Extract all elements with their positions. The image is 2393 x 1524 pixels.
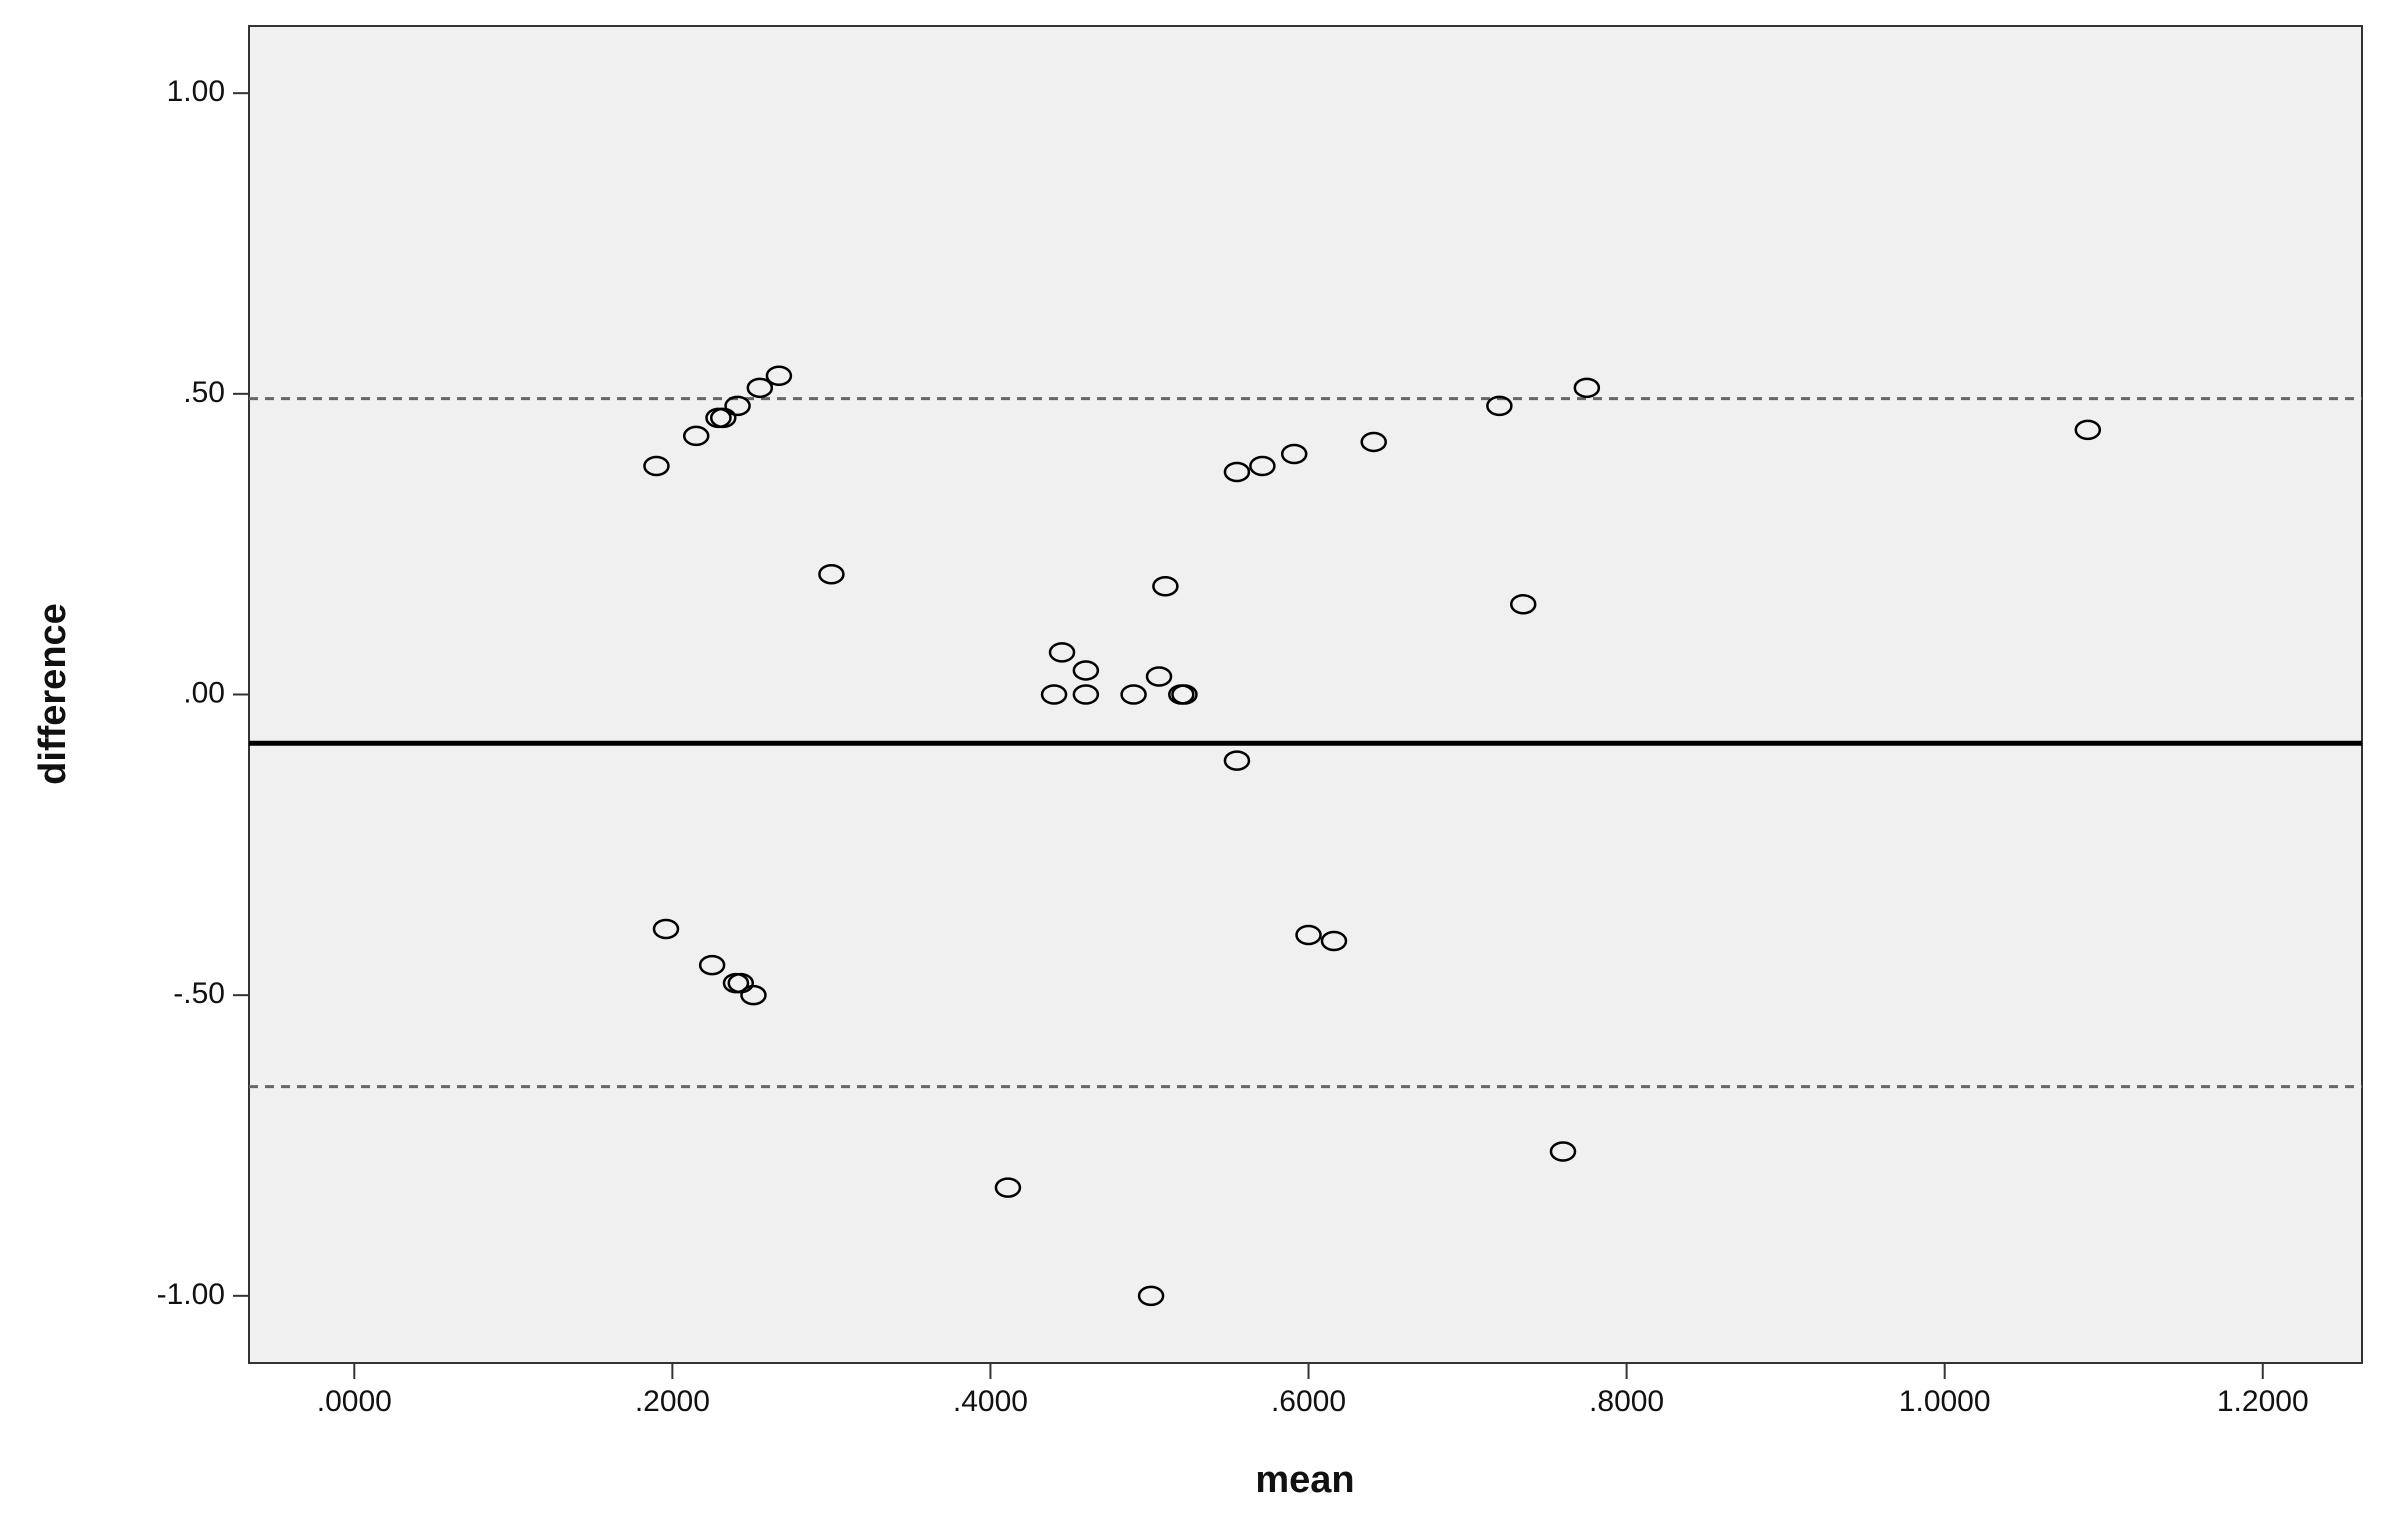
- y-tick-label: .50: [183, 376, 225, 409]
- point: [1145, 666, 1173, 687]
- point: [1048, 642, 1076, 663]
- point: [1280, 443, 1308, 465]
- x-tick-label: 1.2000: [2217, 1385, 2309, 1418]
- plot-area: [248, 25, 2363, 1364]
- y-tick-label: .00: [183, 676, 225, 709]
- point: [1120, 684, 1147, 705]
- y-tick-label: 1.00: [167, 75, 225, 108]
- point: [818, 563, 845, 585]
- y-tick-label: -.50: [173, 977, 225, 1010]
- point: [1040, 684, 1068, 705]
- point: [746, 377, 774, 399]
- point: [1509, 594, 1537, 615]
- point: [2074, 419, 2102, 441]
- x-tick-label: .2000: [635, 1385, 710, 1418]
- x-tick-label: 1.0000: [1899, 1385, 1991, 1418]
- point: [1137, 1285, 1165, 1307]
- point: [1072, 684, 1100, 705]
- x-tick-label: .4000: [953, 1385, 1028, 1418]
- point: [1223, 461, 1251, 483]
- point: [1223, 750, 1251, 771]
- point: [724, 395, 751, 417]
- y-axis-title: difference: [32, 603, 74, 785]
- y-tick-label: -1.00: [157, 1278, 225, 1311]
- point: [1152, 576, 1179, 597]
- point: [1072, 660, 1100, 681]
- point: [710, 407, 737, 429]
- point: [727, 972, 755, 994]
- point: [652, 918, 680, 940]
- x-tick-label: .6000: [1271, 1385, 1346, 1418]
- point: [1171, 684, 1198, 705]
- x-tick-label: .0000: [317, 1385, 392, 1418]
- point: [682, 425, 710, 447]
- point: [1295, 924, 1322, 946]
- point: [1486, 395, 1513, 417]
- point: [765, 365, 793, 387]
- x-axis-title: mean: [1255, 1459, 1354, 1501]
- point: [1573, 377, 1601, 399]
- point: [1549, 1141, 1577, 1162]
- point: [698, 954, 726, 976]
- point: [740, 984, 767, 1006]
- point: [1360, 431, 1387, 453]
- point: [1249, 455, 1276, 477]
- x-tick-label: .8000: [1589, 1385, 1664, 1418]
- point: [643, 455, 670, 477]
- point: [994, 1177, 1022, 1198]
- point: [1320, 930, 1348, 952]
